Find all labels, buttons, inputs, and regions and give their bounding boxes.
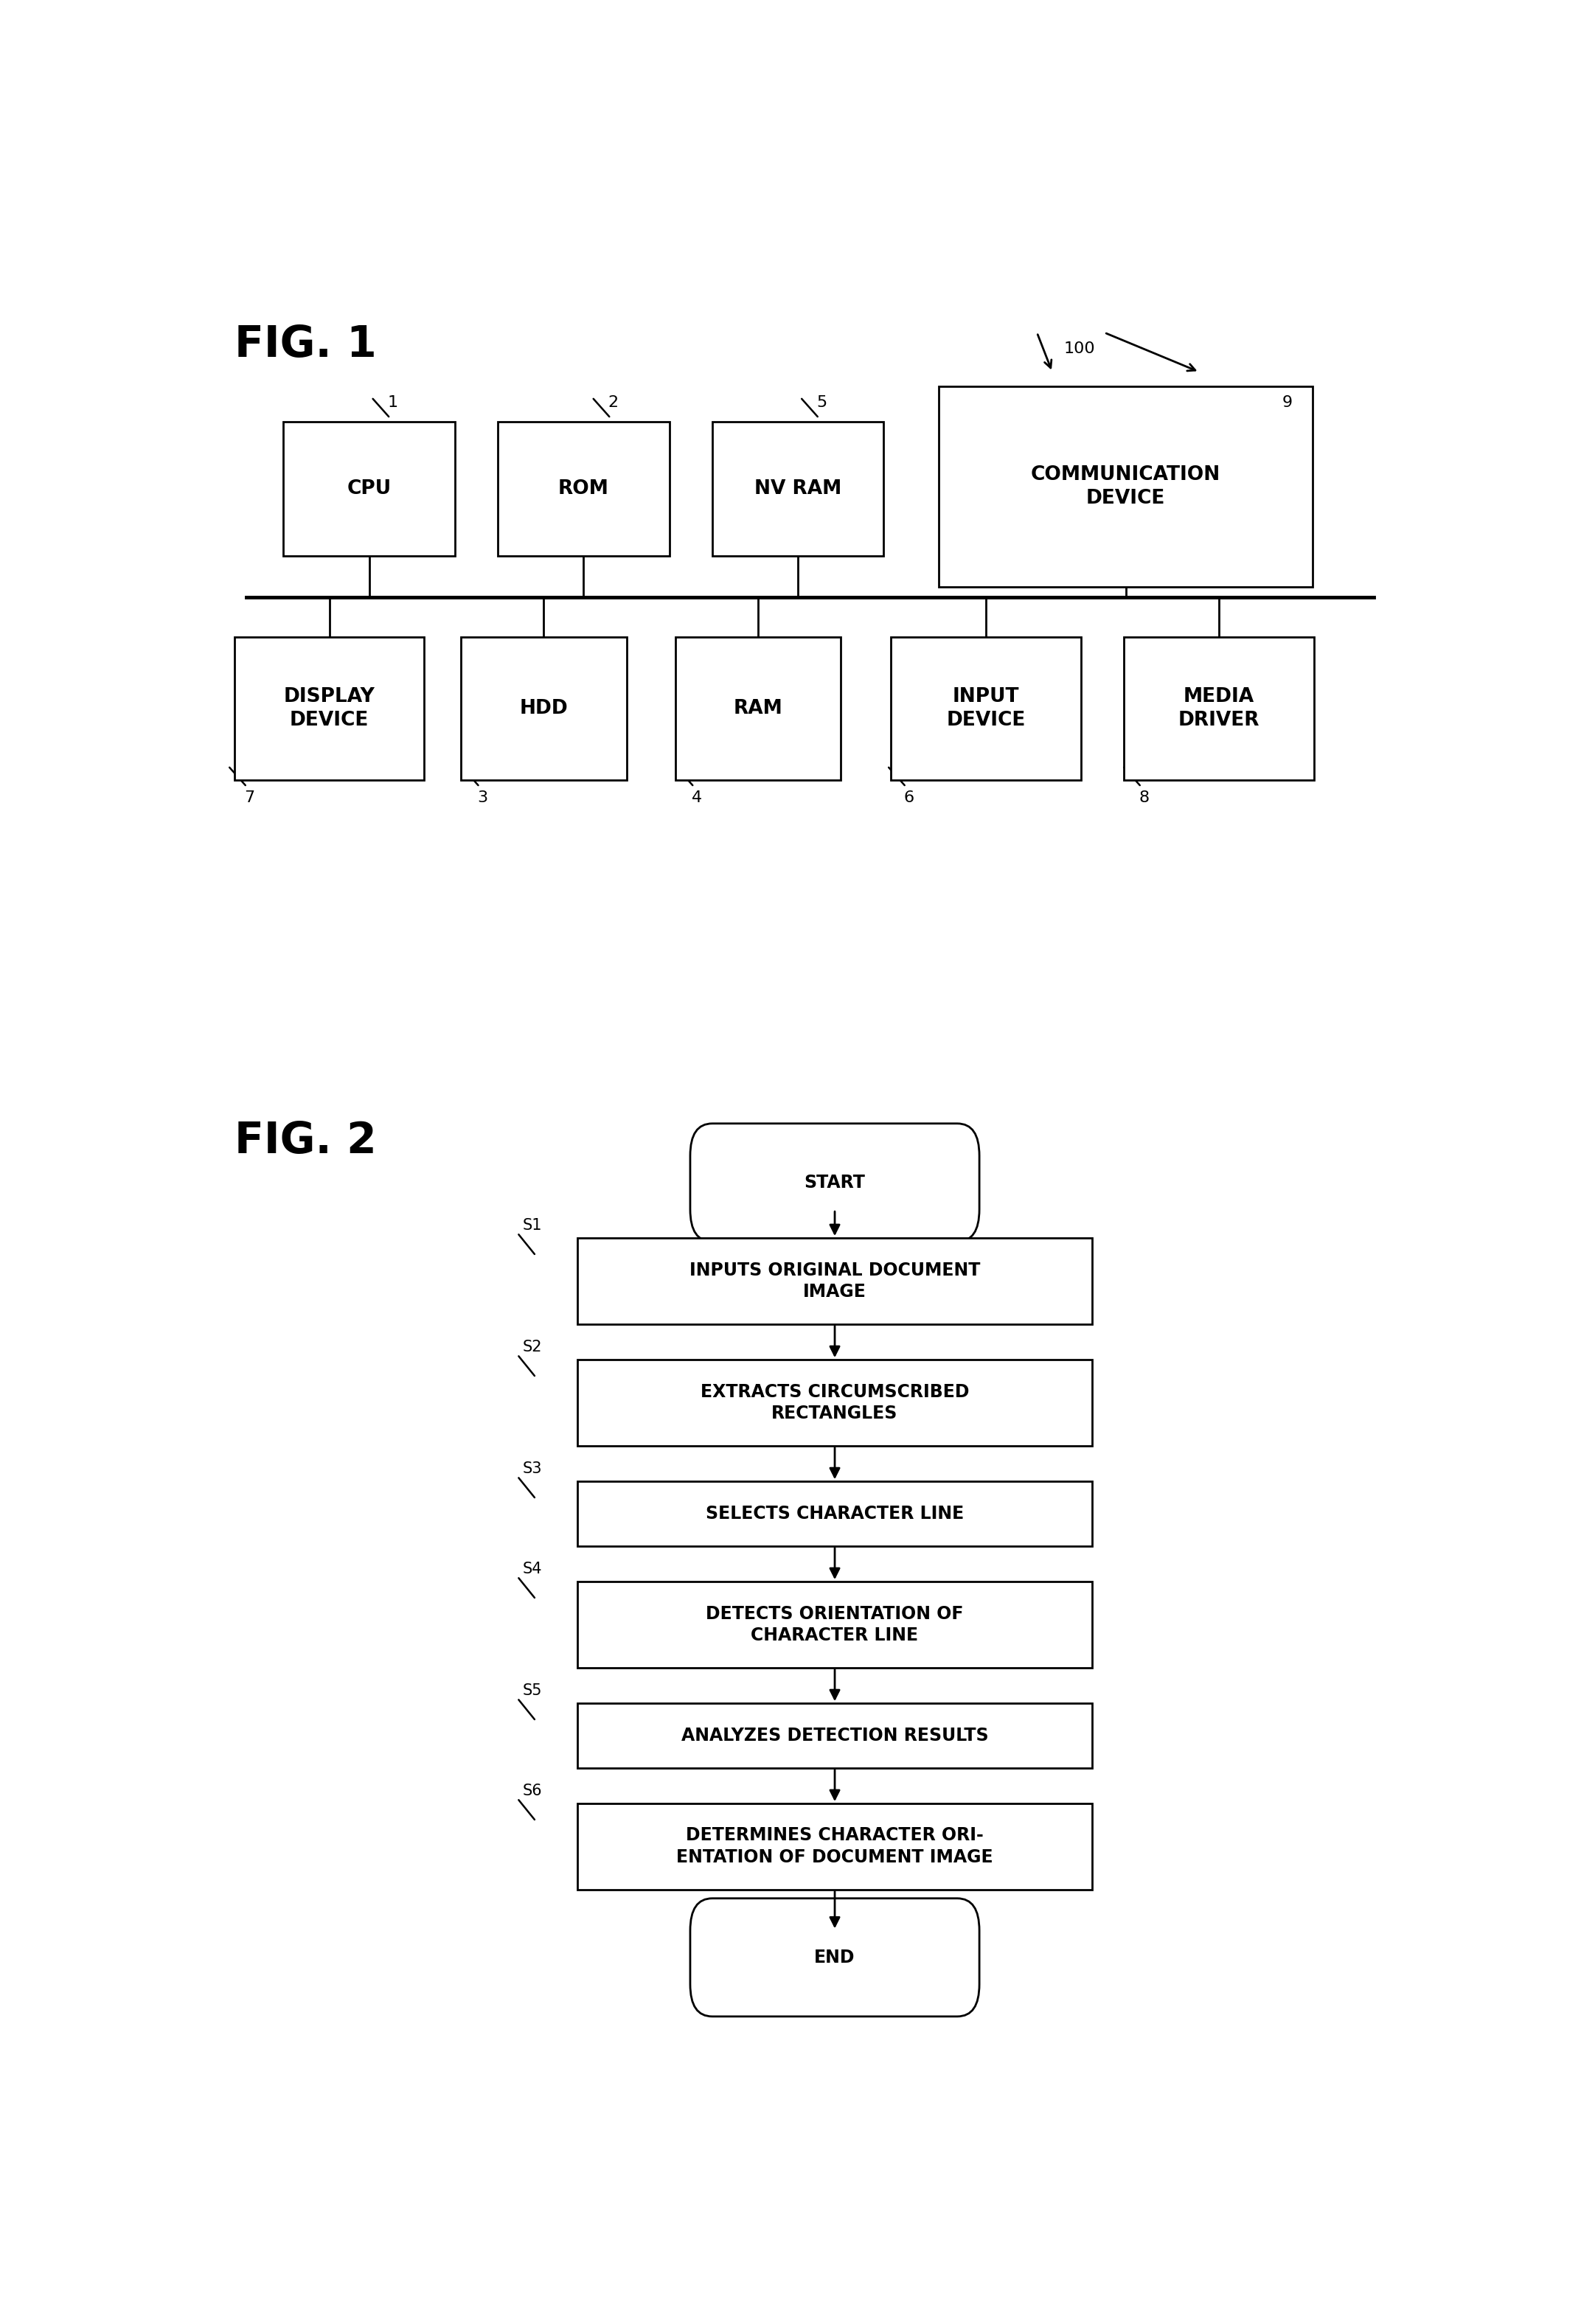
Text: DISPLAY
DEVICE: DISPLAY DEVICE: [283, 688, 375, 730]
Text: ANALYZES DETECTION RESULTS: ANALYZES DETECTION RESULTS: [681, 1727, 988, 1745]
FancyBboxPatch shape: [577, 1803, 1092, 1889]
Text: ROM: ROM: [558, 479, 609, 500]
FancyBboxPatch shape: [577, 1239, 1092, 1325]
Text: DETECTS ORIENTATION OF
CHARACTER LINE: DETECTS ORIENTATION OF CHARACTER LINE: [705, 1606, 964, 1645]
Text: S5: S5: [522, 1683, 542, 1699]
FancyBboxPatch shape: [577, 1583, 1092, 1669]
FancyBboxPatch shape: [691, 1899, 979, 2017]
Text: HDD: HDD: [520, 700, 568, 718]
Text: NV RAM: NV RAM: [754, 479, 841, 500]
Text: RAM: RAM: [734, 700, 783, 718]
Text: 100: 100: [1064, 342, 1096, 356]
Text: INPUT
DEVICE: INPUT DEVICE: [947, 688, 1026, 730]
FancyBboxPatch shape: [675, 637, 841, 781]
Text: 2: 2: [609, 395, 618, 409]
FancyBboxPatch shape: [711, 423, 884, 555]
Text: 5: 5: [816, 395, 827, 409]
Text: SELECTS CHARACTER LINE: SELECTS CHARACTER LINE: [705, 1504, 964, 1522]
Text: FIG. 2: FIG. 2: [234, 1120, 376, 1162]
Text: 3: 3: [477, 790, 487, 806]
FancyBboxPatch shape: [577, 1360, 1092, 1446]
Text: 4: 4: [691, 790, 702, 806]
FancyBboxPatch shape: [462, 637, 626, 781]
Text: END: END: [814, 1948, 855, 1966]
Text: FIG. 1: FIG. 1: [234, 323, 376, 365]
FancyBboxPatch shape: [283, 423, 455, 555]
Text: START: START: [805, 1174, 865, 1192]
Text: 1: 1: [387, 395, 398, 409]
Text: COMMUNICATION
DEVICE: COMMUNICATION DEVICE: [1031, 465, 1221, 509]
Text: S6: S6: [522, 1783, 542, 1799]
Text: EXTRACTS CIRCUMSCRIBED
RECTANGLES: EXTRACTS CIRCUMSCRIBED RECTANGLES: [700, 1383, 969, 1422]
Text: 8: 8: [1138, 790, 1149, 806]
Text: INPUTS ORIGINAL DOCUMENT
IMAGE: INPUTS ORIGINAL DOCUMENT IMAGE: [689, 1262, 980, 1301]
FancyBboxPatch shape: [1124, 637, 1314, 781]
Text: S2: S2: [522, 1339, 542, 1355]
Text: CPU: CPU: [346, 479, 392, 500]
Text: S1: S1: [522, 1218, 542, 1232]
Text: 6: 6: [903, 790, 914, 806]
FancyBboxPatch shape: [234, 637, 424, 781]
Text: DETERMINES CHARACTER ORI-
ENTATION OF DOCUMENT IMAGE: DETERMINES CHARACTER ORI- ENTATION OF DO…: [677, 1827, 993, 1866]
FancyBboxPatch shape: [577, 1703, 1092, 1769]
FancyBboxPatch shape: [892, 637, 1081, 781]
FancyBboxPatch shape: [691, 1122, 979, 1241]
Text: MEDIA
DRIVER: MEDIA DRIVER: [1178, 688, 1260, 730]
Text: 7: 7: [243, 790, 255, 806]
Text: 9: 9: [1282, 395, 1292, 409]
FancyBboxPatch shape: [498, 423, 669, 555]
FancyBboxPatch shape: [939, 386, 1312, 586]
Text: S3: S3: [522, 1462, 542, 1476]
Text: S4: S4: [522, 1562, 542, 1576]
FancyBboxPatch shape: [577, 1480, 1092, 1545]
